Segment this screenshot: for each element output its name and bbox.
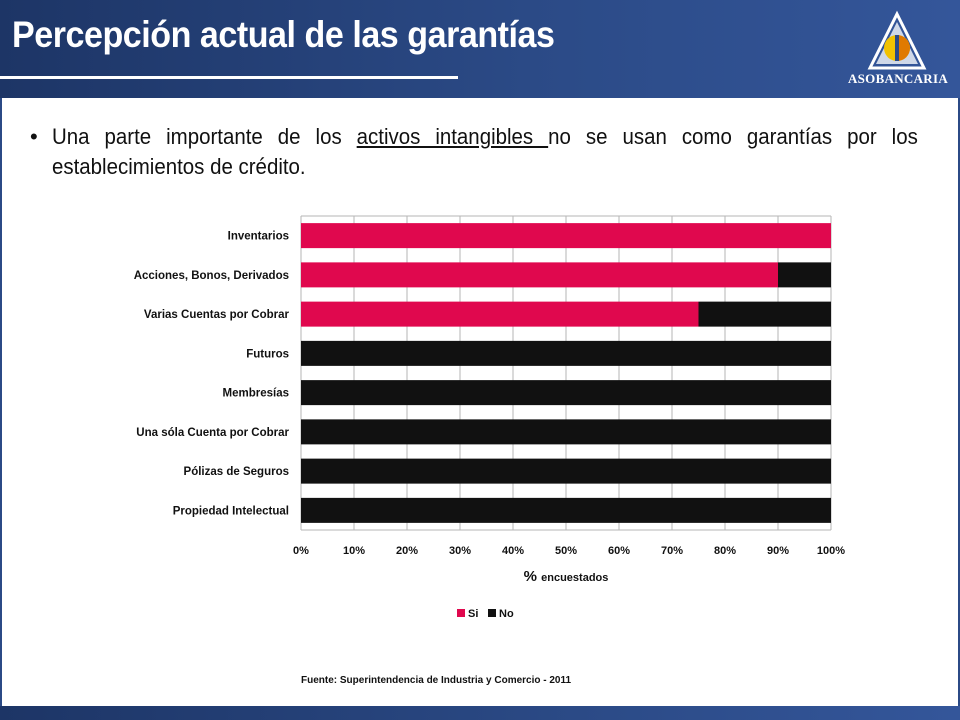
bullet-text-after: no se usan como garantías por los establ… [52,124,918,179]
x-tick-label: 20% [396,545,418,557]
title-underline [0,76,458,79]
bar-no [301,340,831,366]
x-tick-label: 90% [767,545,789,557]
x-tick-label: 100% [817,545,845,557]
x-tick-label: 60% [608,545,630,557]
source-note: Fuente: Superintendencia de Industria y … [301,675,572,686]
bar-no [698,301,831,327]
legend-swatch-no [488,609,496,617]
category-label: Pólizas de Seguros [184,466,289,478]
bar-no [301,497,831,523]
page-title: Percepción actual de las garantías [12,14,555,55]
header-bar: Percepción actual de las garantías [0,0,960,98]
bar-si [301,223,831,249]
x-tick-label: 40% [502,545,524,557]
x-tick-label: 10% [343,545,365,557]
category-label: Propiedad Intelectual [173,505,289,517]
bar-no [301,419,831,445]
x-tick-label: 0% [293,545,309,557]
asobancaria-logo-icon [867,10,927,70]
bar-si [301,262,778,288]
category-label: Membresías [223,388,289,400]
legend-label-si: Si [468,608,478,620]
category-label: Varias Cuentas por Cobrar [144,309,290,321]
bar-no [301,380,831,406]
frame-left [0,98,2,706]
x-tick-label: 70% [661,545,683,557]
bullet-text: Una parte importante de los activos inta… [52,122,918,182]
legend-swatch-si [457,609,465,617]
x-axis-label-sub: encuestados [541,572,608,584]
footer-bar [0,706,960,720]
bar-chart: 0% 10% 20% 30% 40% 50% 60% 70% 80% 90% 100% Inventa… [134,215,845,620]
category-label: Acciones, Bonos, Derivados [134,270,289,282]
bar-no [301,458,831,484]
category-label: Futuros [246,348,289,360]
x-axis-label-main: % [524,568,542,585]
x-axis-label: % encuestados [524,568,609,585]
bullet-text-underlined: activos intangibles [356,124,549,149]
bullet-text-before: Una parte importante de los [52,124,357,149]
x-tick-label: 50% [555,545,577,557]
category-label: Una sóla Cuenta por Cobrar [136,427,289,439]
bullet-marker: • [30,124,38,149]
x-tick-label: 30% [449,545,471,557]
bar-si [301,301,699,327]
frame-right [958,98,960,706]
logo-text: ASOBANCARIA [847,71,949,86]
x-tick-label: 80% [714,545,736,557]
category-label: Inventarios [228,231,289,243]
legend-label-no: No [499,608,514,620]
bar-no [778,262,831,288]
